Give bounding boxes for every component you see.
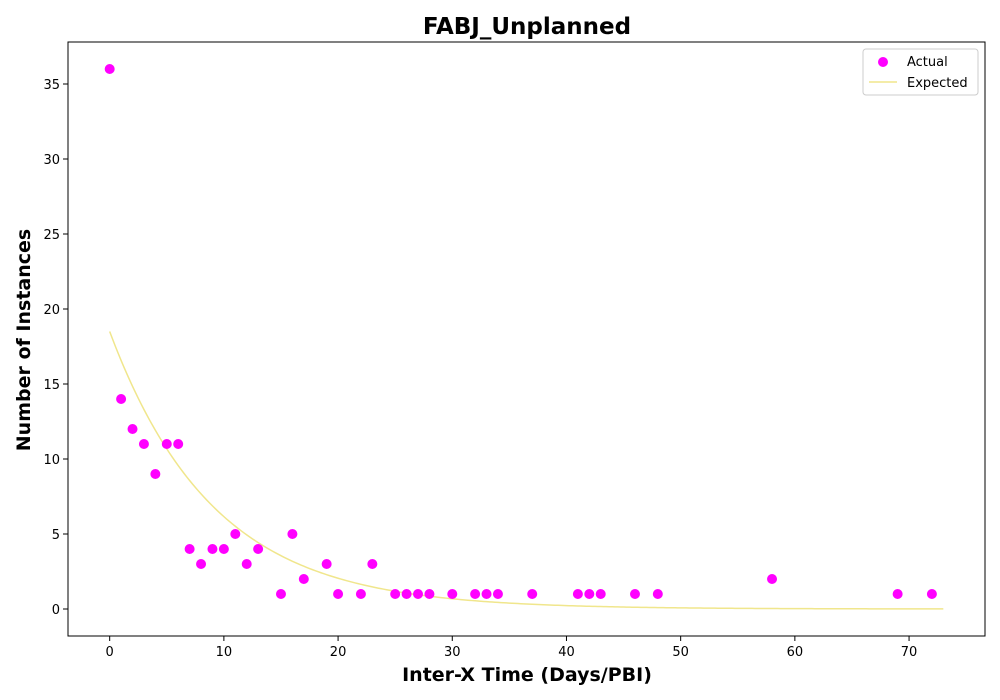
x-tick-label: 30 — [444, 645, 461, 660]
x-tick-label: 20 — [330, 645, 347, 660]
y-tick-label: 10 — [43, 453, 60, 468]
actual-point — [184, 544, 195, 554]
actual-point — [390, 589, 401, 599]
actual-point — [104, 64, 115, 74]
x-tick-label: 10 — [216, 645, 233, 660]
y-tick-label: 5 — [52, 528, 60, 543]
actual-point — [767, 574, 778, 584]
actual-series — [104, 64, 937, 599]
axes: 0 10 20 30 40 50 60 70 0 5 10 15 20 25 30 35 — [43, 41, 986, 660]
legend-expected-label: Expected — [907, 76, 968, 91]
actual-point — [230, 529, 241, 539]
actual-point — [572, 589, 583, 599]
x-tick-label: 50 — [672, 645, 689, 660]
actual-point — [138, 439, 149, 449]
actual-point — [161, 439, 172, 449]
y-axis-label: Number of Instances — [13, 229, 35, 451]
actual-point — [196, 559, 207, 569]
y-tick-label: 20 — [43, 303, 60, 318]
legend: Actual Expected — [862, 48, 979, 96]
actual-point — [470, 589, 481, 599]
actual-point — [275, 589, 286, 599]
actual-point — [321, 559, 332, 569]
actual-point — [629, 589, 640, 599]
legend-box — [862, 48, 979, 96]
actual-point — [424, 589, 435, 599]
actual-point — [652, 589, 663, 599]
plot-frame — [67, 41, 986, 637]
y-tick-label: 35 — [43, 78, 60, 93]
legend-actual-label: Actual — [907, 55, 948, 70]
actual-point — [401, 589, 412, 599]
actual-point — [127, 424, 138, 434]
actual-point — [481, 589, 492, 599]
expected-series — [108, 331, 944, 610]
y-tick-label: 30 — [43, 153, 60, 168]
y-tick-label: 15 — [43, 378, 60, 393]
actual-point — [287, 529, 298, 539]
actual-point — [367, 559, 378, 569]
actual-point — [492, 589, 503, 599]
y-tick-label: 0 — [52, 603, 60, 618]
actual-point — [218, 544, 229, 554]
x-tick-label: 70 — [901, 645, 918, 660]
chart-title: FABJ_Unplanned — [423, 14, 631, 40]
x-tick-label: 60 — [787, 645, 804, 660]
actual-point — [173, 439, 184, 449]
legend-actual-marker — [878, 57, 888, 67]
actual-point — [447, 589, 458, 599]
actual-point — [595, 589, 606, 599]
actual-point — [892, 589, 903, 599]
x-axis-label: Inter-X Time (Days/PBI) — [402, 664, 652, 686]
actual-point — [584, 589, 595, 599]
actual-point — [298, 574, 309, 584]
x-tick-label: 0 — [106, 645, 114, 660]
actual-point — [355, 589, 366, 599]
actual-point — [527, 589, 538, 599]
actual-point — [150, 469, 161, 479]
expected-line — [108, 331, 944, 610]
y-tick-label: 25 — [43, 228, 60, 243]
actual-point — [253, 544, 264, 554]
actual-point — [241, 559, 252, 569]
x-tick-label: 40 — [558, 645, 575, 660]
actual-point — [333, 589, 344, 599]
actual-point — [116, 394, 127, 404]
actual-point — [207, 544, 218, 554]
actual-point — [413, 589, 424, 599]
actual-point — [926, 589, 937, 599]
